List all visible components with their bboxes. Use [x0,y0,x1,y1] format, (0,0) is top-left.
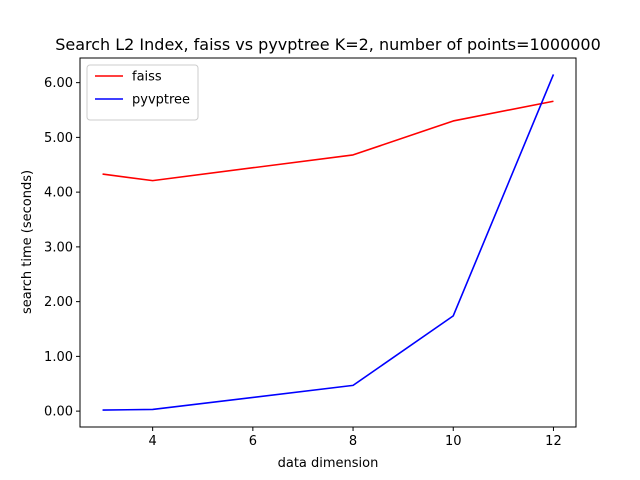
x-tick-label: 8 [349,434,357,449]
legend-label: pyvptree [132,93,190,108]
y-tick-label: 2.00 [44,295,73,310]
x-axis: 4 6 8 10 12 [149,427,562,449]
series-line-faiss [102,100,554,182]
y-tick-label: 6.00 [44,76,73,91]
x-tick-label: 10 [445,434,462,449]
y-tick-label: 0.00 [44,405,73,420]
chart-title: Search L2 Index, faiss vs pyvptree K=2, … [55,35,601,54]
y-tick-label: 3.00 [44,240,73,255]
series-line-pyvptree [102,74,555,411]
legend: faiss pyvptree [86,64,199,121]
x-tick-label: 6 [249,434,257,449]
y-tick-label: 4.00 [44,186,73,201]
y-tick-label: 1.00 [44,350,73,365]
y-axis: 0.00 1.00 2.00 3.00 4.00 5.00 6.00 [44,76,80,420]
x-axis-label: data dimension [278,456,379,471]
legend-box [86,64,199,121]
y-axis-label: search time (seconds) [20,170,35,314]
plot-area [102,74,555,411]
x-tick-label: 4 [149,434,157,449]
legend-label: faiss [132,70,162,85]
axes-frame [79,57,577,428]
y-tick-label: 5.00 [44,131,73,146]
x-tick-label: 12 [545,434,562,449]
